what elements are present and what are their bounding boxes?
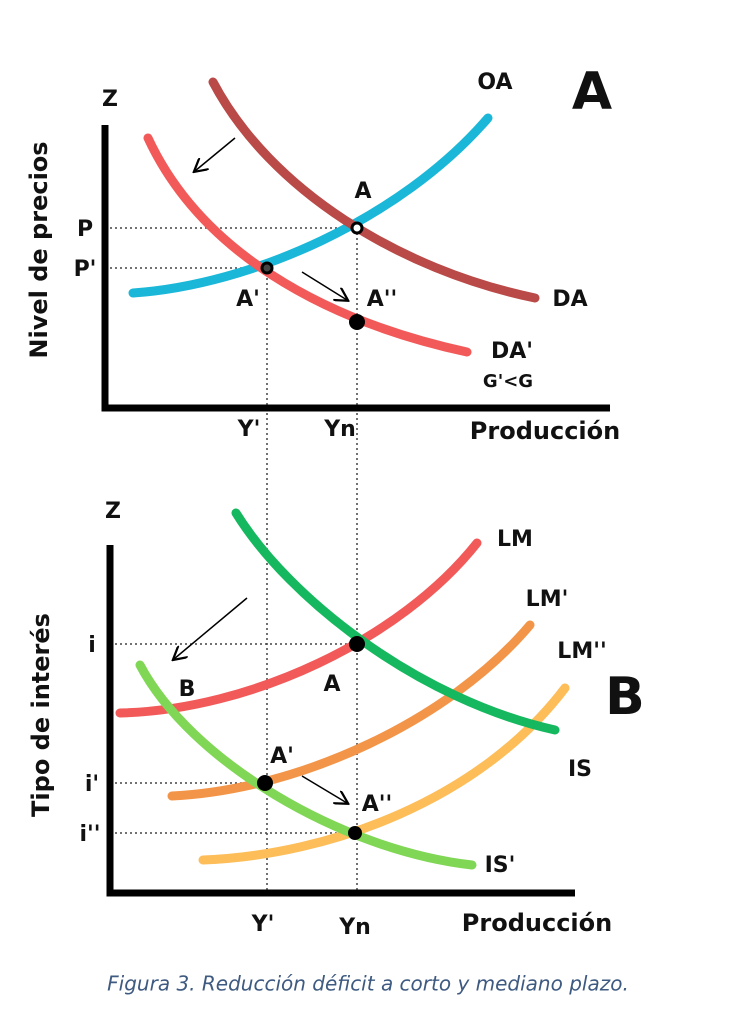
curve-label: LM'' bbox=[557, 639, 606, 664]
point bbox=[348, 826, 362, 840]
x-tick-label: Y' bbox=[237, 417, 261, 442]
x-tick-label: Yn bbox=[338, 915, 371, 940]
arrow bbox=[301, 775, 347, 803]
y-tick-label: i' bbox=[85, 772, 99, 797]
x-axis-label: Producción bbox=[470, 417, 620, 445]
axes bbox=[106, 545, 575, 897]
point-label: A' bbox=[270, 744, 294, 769]
axis-top: Z bbox=[102, 87, 118, 112]
point bbox=[350, 221, 364, 235]
curve-label: LM bbox=[497, 527, 533, 552]
da-prime-curve bbox=[143, 133, 472, 357]
y-axis-label: Nivel de precios bbox=[25, 141, 53, 358]
caption: Figura 3. Reducción déficit a corto y me… bbox=[107, 972, 629, 996]
point-label: A bbox=[323, 672, 340, 697]
point-label: A bbox=[354, 179, 371, 204]
y-tick-label: i'' bbox=[79, 822, 100, 847]
point bbox=[260, 261, 274, 275]
y-tick-label: i bbox=[88, 633, 96, 658]
curve-label: DA' bbox=[491, 339, 533, 364]
point bbox=[349, 636, 365, 652]
panel-b: B Z Tipo de interés Producción LM LM' LM… bbox=[27, 499, 645, 940]
curve-label: OA bbox=[477, 70, 512, 95]
curve-label: IS' bbox=[485, 853, 516, 878]
y-axis-label: Tipo de interés bbox=[27, 613, 55, 817]
x-tick-label: Yn bbox=[323, 417, 356, 442]
lm-double-curve bbox=[198, 683, 570, 865]
panel-letter: B bbox=[605, 667, 645, 727]
point bbox=[349, 314, 365, 330]
arrow bbox=[174, 597, 248, 659]
y-tick-label: P' bbox=[74, 257, 97, 282]
curve-label: LM' bbox=[526, 587, 569, 612]
arrow bbox=[195, 137, 236, 171]
x-axis-label: Producción bbox=[462, 909, 612, 937]
panel-a: A Z Nivel de precios Producción OA DA DA… bbox=[25, 62, 620, 893]
point-label: A' bbox=[236, 287, 260, 312]
curve-label: IS bbox=[568, 757, 592, 782]
point-label: B bbox=[179, 677, 196, 702]
axes bbox=[101, 125, 610, 412]
is-curve bbox=[231, 508, 560, 735]
x-tick-label: Y' bbox=[251, 912, 275, 937]
point-label: A'' bbox=[362, 792, 393, 817]
curve-label: DA bbox=[552, 287, 587, 312]
y-tick-label: P bbox=[77, 217, 93, 242]
is-prime-curve bbox=[135, 660, 477, 870]
lm-curve bbox=[115, 538, 482, 718]
curve-note: G'<G bbox=[483, 371, 533, 392]
axis-top: Z bbox=[105, 499, 121, 524]
point-label: A'' bbox=[367, 287, 398, 312]
point bbox=[257, 775, 273, 791]
da-curve bbox=[208, 77, 540, 303]
oa-curve bbox=[128, 113, 493, 298]
arrow bbox=[301, 271, 347, 300]
panel-letter: A bbox=[572, 62, 612, 122]
lm-prime-curve bbox=[167, 620, 535, 801]
